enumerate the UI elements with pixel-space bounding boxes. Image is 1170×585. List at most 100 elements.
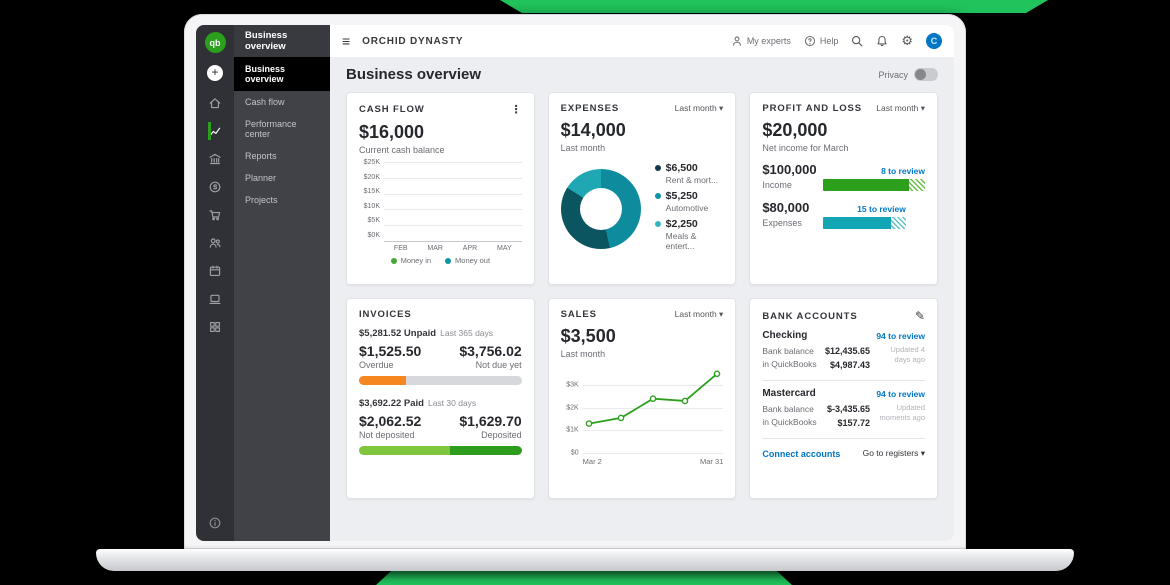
cash-flow-amount: $16,000 bbox=[359, 122, 425, 142]
data-point bbox=[681, 397, 688, 405]
privacy-toggle[interactable] bbox=[914, 68, 938, 81]
search-icon[interactable] bbox=[851, 35, 863, 47]
sidebar-item-planner[interactable]: Planner bbox=[245, 173, 277, 183]
review-link[interactable]: 94 to review bbox=[876, 330, 925, 341]
my-experts-button[interactable]: My experts bbox=[731, 35, 791, 47]
pl-label: Expenses bbox=[762, 218, 802, 228]
invoice-left: $2,062.52 Not deposited bbox=[359, 413, 422, 440]
payroll-icon[interactable] bbox=[208, 261, 222, 281]
y-tick-label: $20K bbox=[363, 173, 380, 181]
data-point bbox=[649, 395, 656, 402]
bank-icon[interactable] bbox=[208, 149, 222, 169]
info-icon[interactable] bbox=[196, 513, 234, 533]
connect-accounts-link[interactable]: Connect accounts bbox=[762, 448, 841, 459]
sales-icon[interactable] bbox=[208, 205, 222, 225]
sales-line bbox=[585, 370, 720, 427]
profit-loss-card: PROFIT AND LOSS Last month ▾ $20,000 Net… bbox=[749, 92, 938, 285]
expense-value: $5,250 bbox=[654, 190, 724, 202]
pl-bar bbox=[822, 217, 906, 229]
x-tick-label: FEB bbox=[393, 245, 408, 252]
expenses-subtitle: Last month bbox=[560, 143, 606, 153]
expense-amount: $6,500 bbox=[665, 162, 698, 174]
legend-dot bbox=[654, 193, 661, 199]
pl-amount: $100,000 bbox=[762, 162, 817, 177]
expenses-card: EXPENSES Last month ▾ $14,000 Last month… bbox=[547, 92, 737, 285]
bar-segment bbox=[359, 446, 451, 455]
privacy-label: Privacy bbox=[878, 69, 908, 80]
expense-legend-item-automotive: $5,250 Automotive bbox=[654, 190, 724, 213]
go-to-registers-dropdown[interactable]: Go to registers ▾ bbox=[862, 448, 925, 458]
sidebar-item-cash-flow[interactable]: Cash flow bbox=[245, 97, 285, 107]
account-amounts: $12,435.65 $4,987.43 bbox=[824, 346, 870, 370]
app-window: qb + Business overview Business overview… bbox=[196, 25, 954, 541]
sidebar-item-performance-center[interactable]: Performance center bbox=[245, 119, 297, 139]
account-labels: Bank balance in QuickBooks bbox=[762, 346, 817, 370]
profit-loss-filter-dropdown[interactable]: Last month ▾ bbox=[876, 103, 925, 113]
person-icon bbox=[732, 36, 741, 46]
gridline bbox=[384, 193, 522, 195]
legend-label: Money in bbox=[400, 256, 432, 265]
laptop-base bbox=[96, 549, 1074, 571]
bank-accounts-card: BANK ACCOUNTS ✎ Checking 94 to review Bank… bbox=[749, 298, 938, 499]
edit-pencil-icon[interactable]: ✎ bbox=[914, 309, 925, 323]
quickbooks-logo[interactable]: qb bbox=[204, 32, 226, 53]
help-button[interactable]: Help bbox=[804, 35, 838, 47]
cash-flow-subtitle: Current cash balance bbox=[359, 145, 445, 155]
sidebar-item-business-overview[interactable]: Business overview bbox=[234, 57, 330, 91]
bar-segment bbox=[450, 446, 522, 455]
sales-filter-dropdown[interactable]: Last month ▾ bbox=[674, 309, 724, 319]
kebab-menu-icon[interactable]: ⋮ bbox=[510, 103, 522, 116]
time-icon[interactable] bbox=[208, 289, 222, 309]
gridline bbox=[384, 209, 522, 211]
data-point bbox=[585, 420, 592, 427]
y-tick-label: $15K bbox=[363, 188, 380, 196]
cash-flow-chart: $25K $20K $15K $10K $5K $0K FEB MAR APR MAY Mone… bbox=[359, 159, 522, 265]
x-tick-label: APR bbox=[462, 245, 478, 252]
bar-segment bbox=[406, 376, 522, 385]
x-tick-label: MAY bbox=[497, 245, 512, 252]
new-button[interactable]: + bbox=[207, 65, 223, 81]
invoice-section-0: $5,281.52 Unpaid Last 365 days $1,525.50 Ov… bbox=[359, 328, 522, 385]
company-name: ORCHID DYNASTY bbox=[362, 35, 464, 47]
gridline bbox=[384, 162, 522, 163]
pl-label: Income bbox=[762, 180, 792, 190]
user-avatar[interactable]: C bbox=[926, 33, 942, 49]
settings-gear-icon[interactable]: ⚙ bbox=[901, 33, 913, 49]
expenses-icon[interactable] bbox=[208, 177, 222, 197]
sales-amount: $3,500 bbox=[560, 326, 616, 346]
hamburger-menu-icon[interactable]: ≡ bbox=[342, 33, 351, 49]
invoices-card: INVOICES $5,281.52 Unpaid Last 365 days $1… bbox=[346, 298, 535, 499]
profit-loss-subtitle: Net income for March bbox=[762, 143, 849, 153]
expense-value: $6,500 bbox=[654, 162, 724, 174]
expenses-filter-dropdown[interactable]: Last month ▾ bbox=[674, 103, 724, 113]
page-title: Business overview bbox=[346, 66, 482, 83]
main-area: ≡ ORCHID DYNASTY My experts Help ⚙ C Bus… bbox=[330, 25, 954, 541]
bar-solid bbox=[822, 179, 909, 191]
sidebar-item-reports[interactable]: Reports bbox=[245, 151, 277, 161]
gridline bbox=[582, 385, 724, 387]
bar-hatched bbox=[908, 179, 925, 191]
account-name: Checking bbox=[762, 330, 808, 341]
y-tick-label: $3K bbox=[566, 381, 579, 389]
customers-icon[interactable] bbox=[208, 233, 222, 253]
help-circle-icon bbox=[804, 35, 815, 47]
expenses-title: EXPENSES bbox=[560, 103, 620, 114]
invoice-headline: $5,281.52 Unpaid Last 365 days bbox=[359, 328, 494, 339]
home-icon[interactable] bbox=[208, 93, 222, 113]
pl-row-income: $100,000 8 to review Income bbox=[762, 162, 925, 191]
gridline bbox=[384, 177, 522, 179]
y-tick-label: $25K bbox=[363, 159, 380, 166]
overview-icon[interactable] bbox=[208, 121, 222, 141]
sidebar-icon-rail: qb + bbox=[196, 25, 234, 541]
notifications-bell-icon[interactable] bbox=[876, 35, 888, 47]
invoice-right: $3,756.02 Not due yet bbox=[459, 343, 522, 370]
sidebar-item-projects[interactable]: Projects bbox=[245, 195, 278, 205]
expense-label: Automotive bbox=[665, 203, 709, 213]
review-link[interactable]: 94 to review bbox=[876, 388, 925, 399]
gridline bbox=[582, 407, 724, 409]
review-link[interactable]: 15 to review bbox=[857, 204, 906, 214]
apps-icon[interactable] bbox=[208, 317, 222, 337]
account-updated: Updated 4 days ago bbox=[890, 345, 925, 365]
sales-line-chart: $3K $2K $1K $0 Mar 2 Mar 31 bbox=[561, 367, 724, 466]
review-link[interactable]: 8 to review bbox=[881, 166, 925, 176]
